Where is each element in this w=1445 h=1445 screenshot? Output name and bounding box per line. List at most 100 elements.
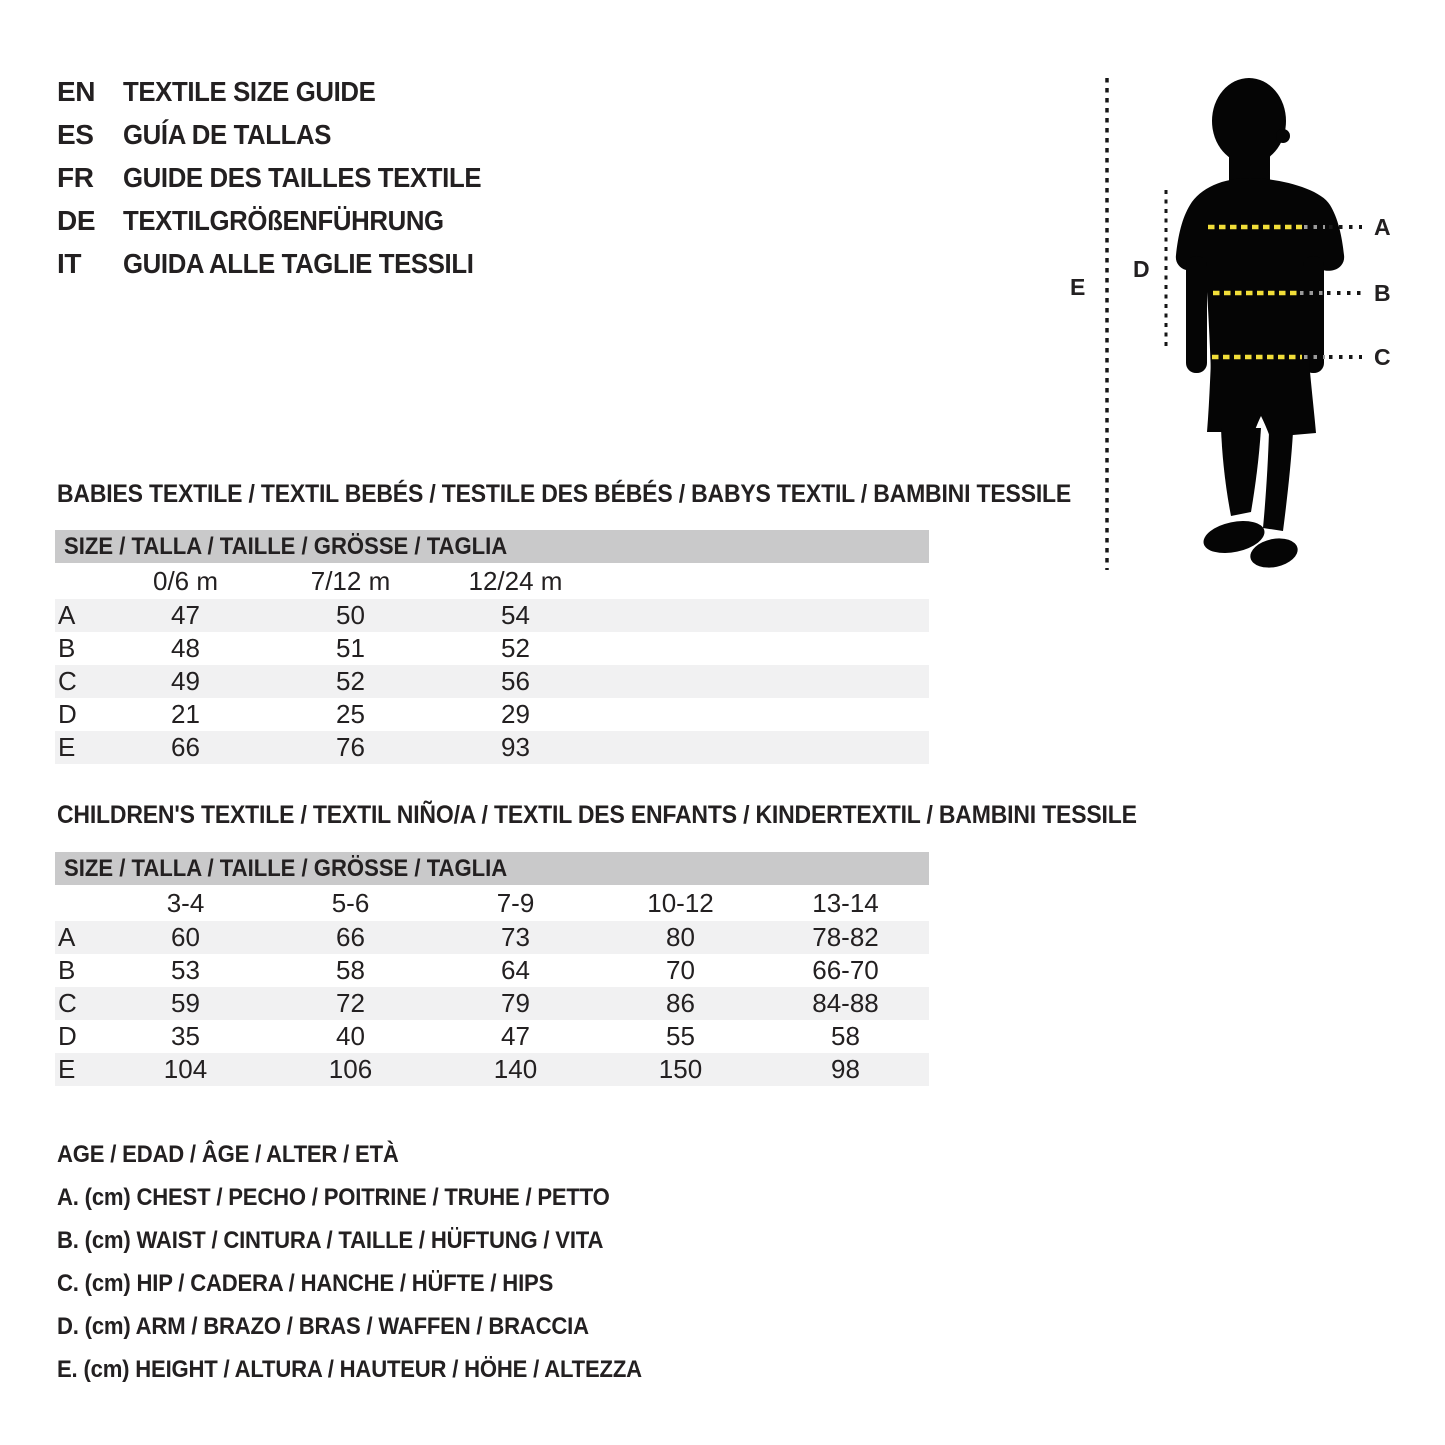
column-header: 13-14 (812, 887, 879, 918)
cell: 50 (336, 600, 365, 630)
diagram-label-waist: B (1374, 280, 1391, 306)
column-header: 7/12 m (310, 565, 391, 596)
empty-cell (928, 954, 929, 987)
babies-section-title-text: BABIES TEXTILE / TEXTIL BEBÉS / TESTILE … (57, 480, 1072, 508)
table-header-bar-row: SIZE / TALLA / TAILLE / GRÖSSE / TAGLIA (55, 530, 929, 563)
language-code: IT (57, 248, 82, 279)
cell: 64 (501, 955, 530, 985)
cell: 140 (493, 1054, 538, 1084)
legend-text: E. (cm) HEIGHT / ALTURA / HAUTEUR / HÖHE… (57, 1356, 642, 1383)
empty-cell (598, 698, 929, 731)
cell: 60 (171, 922, 200, 952)
table-row: C 49 52 56 (55, 665, 929, 698)
cell: 40 (336, 1021, 365, 1051)
cell: 47 (171, 600, 200, 630)
row-label: B (58, 955, 76, 985)
guide-title-it: GUIDA ALLE TAGLIE TESSILI (123, 248, 474, 279)
cell: 55 (666, 1021, 695, 1051)
cell: 52 (501, 633, 530, 663)
cell: 76 (336, 732, 365, 762)
legend-text: C. (cm) HIP / CADERA / HANCHE / HÜFTE / … (57, 1270, 554, 1297)
cell: 56 (501, 666, 530, 696)
language-row-en: EN TEXTILE SIZE GUIDE (57, 70, 512, 113)
legend-text: A. (cm) CHEST / PECHO / POITRINE / TRUHE… (57, 1184, 610, 1211)
guide-title-de: TEXTILGRÖßENFÜHRUNG (123, 205, 444, 236)
cell: 52 (336, 666, 365, 696)
cell: 79 (501, 988, 530, 1018)
child-measurement-diagram (1105, 78, 1362, 570)
cell: 80 (666, 922, 695, 952)
legend-line-chest: A. (cm) CHEST / PECHO / POITRINE / TRUHE… (57, 1176, 693, 1219)
measurement-legend: AGE / EDAD / ÂGE / ALTER / ETÀ A. (cm) C… (57, 1133, 693, 1391)
row-label: D (58, 699, 77, 729)
size-header-bar: SIZE / TALLA / TAILLE / GRÖSSE / TAGLIA (55, 530, 929, 563)
table-row: C 59 72 79 86 84-88 (55, 987, 930, 1020)
cell: 59 (171, 988, 200, 1018)
cell: 86 (666, 988, 695, 1018)
row-label: C (58, 666, 77, 696)
row-label: A (58, 600, 76, 630)
cell: 150 (658, 1054, 703, 1084)
legend-text: D. (cm) ARM / BRAZO / BRAS / WAFFEN / BR… (57, 1313, 589, 1340)
cell: 98 (831, 1054, 860, 1084)
babies-size-table: SIZE / TALLA / TAILLE / GRÖSSE / TAGLIA … (55, 530, 929, 764)
empty-cell (928, 885, 929, 921)
empty-cell (55, 563, 103, 599)
cell: 35 (171, 1021, 200, 1051)
empty-cell (598, 632, 929, 665)
language-code: DE (57, 205, 96, 236)
legend-text: AGE / EDAD / ÂGE / ALTER / ETÀ (57, 1141, 399, 1168)
row-label: E (58, 1054, 76, 1084)
cell: 93 (501, 732, 530, 762)
cell: 54 (501, 600, 530, 630)
column-header-row: 0/6 m 7/12 m 12/24 m (55, 563, 929, 599)
row-label: C (58, 988, 77, 1018)
language-row-de: DE TEXTILGRÖßENFÜHRUNG (57, 199, 512, 242)
table-row: A 60 66 73 80 78-82 (55, 921, 930, 954)
column-header: 5-6 (331, 887, 370, 918)
cell: 70 (666, 955, 695, 985)
legend-line-waist: B. (cm) WAIST / CINTURA / TAILLE / HÜFTU… (57, 1219, 693, 1262)
cell: 49 (171, 666, 200, 696)
babies-section-title: BABIES TEXTILE / TEXTIL BEBÉS / TESTILE … (57, 480, 1159, 509)
child-silhouette-icon (1175, 78, 1345, 568)
diagram-label-chest: A (1374, 214, 1391, 240)
cell: 21 (171, 699, 200, 729)
cell: 51 (336, 633, 365, 663)
empty-cell (598, 665, 929, 698)
cell: 66 (171, 732, 200, 762)
diagram-label-height: E (1070, 274, 1086, 300)
guide-title-en: TEXTILE SIZE GUIDE (123, 76, 376, 107)
table-row: B 48 51 52 (55, 632, 929, 665)
language-code: FR (57, 162, 94, 193)
cell: 84-88 (812, 988, 879, 1018)
empty-cell (598, 563, 929, 599)
size-header-bar: SIZE / TALLA / TAILLE / GRÖSSE / TAGLIA (55, 852, 930, 885)
legend-line-height: E. (cm) HEIGHT / ALTURA / HAUTEUR / HÖHE… (57, 1348, 693, 1391)
children-section-title-text: CHILDREN'S TEXTILE / TEXTIL NIÑO/A / TEX… (57, 801, 1137, 829)
row-label: A (58, 922, 76, 952)
legend-line-age: AGE / EDAD / ÂGE / ALTER / ETÀ (57, 1133, 693, 1176)
cell: 66 (336, 922, 365, 952)
measurement-lines (1208, 224, 1362, 360)
cell: 25 (336, 699, 365, 729)
table-row: E 104 106 140 150 98 (55, 1053, 930, 1086)
language-code: EN (57, 76, 96, 107)
column-header: 0/6 m (152, 565, 219, 596)
column-header-row: 3-4 5-6 7-9 10-12 13-14 (55, 885, 929, 921)
size-header-text: SIZE / TALLA / TAILLE / GRÖSSE / TAGLIA (64, 854, 508, 882)
empty-cell (928, 921, 929, 954)
cell: 106 (328, 1054, 373, 1084)
empty-cell (598, 731, 929, 764)
cell: 73 (501, 922, 530, 952)
guide-title-fr: GUIDE DES TAILLES TEXTILE (123, 162, 482, 193)
language-row-es: ES GUÍA DE TALLAS (57, 113, 512, 156)
row-label: E (58, 732, 76, 762)
language-row-it: IT GUIDA ALLE TAGLIE TESSILI (57, 242, 512, 285)
language-title-block: EN TEXTILE SIZE GUIDE ES GUÍA DE TALLAS … (57, 70, 512, 285)
empty-cell (928, 987, 929, 1020)
column-header: 10-12 (647, 887, 714, 918)
cell: 29 (501, 699, 530, 729)
legend-line-hip: C. (cm) HIP / CADERA / HANCHE / HÜFTE / … (57, 1262, 693, 1305)
